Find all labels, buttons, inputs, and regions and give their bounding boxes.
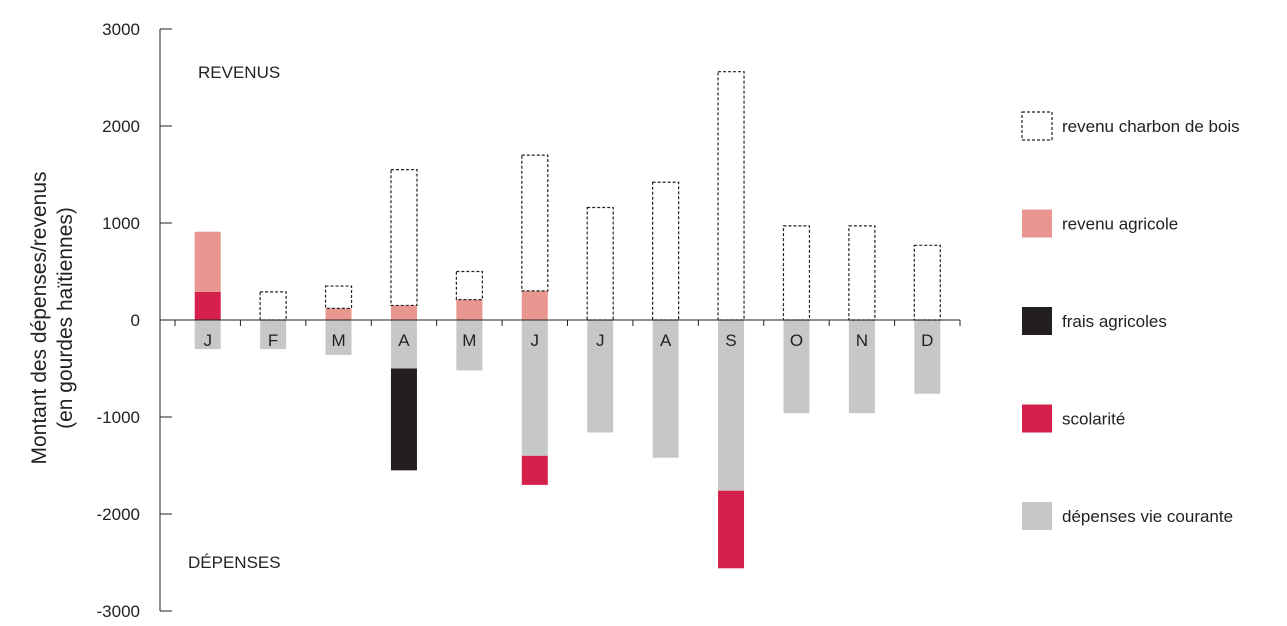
bar-agricole-3 [390,305,417,320]
legend-swatch-vie [1022,502,1052,530]
bar-vie-3 [390,320,417,369]
legend-swatch-frais [1022,307,1052,335]
legend-label-vie: dépenses vie courante [1062,507,1233,526]
bar-charbon-9 [782,225,811,321]
month-label-7: A [660,331,672,350]
bar-charbon-6 [586,206,614,321]
bar-scolarite-0 [194,291,221,320]
bar-vie-4 [456,320,483,371]
bar-charbon-10 [848,225,876,321]
legend-label-frais: frais agricoles [1062,312,1167,331]
bar-charbon-4 [455,270,483,301]
legend-swatch-agricole [1022,209,1052,238]
legend-label-scolarite: scolarité [1062,410,1125,429]
bar-agricole-2 [325,308,352,320]
bar-agricole-0 [194,231,221,292]
month-label-0: J [203,331,212,350]
month-label-5: J [531,331,540,350]
bar-charbon-3 [390,169,418,307]
bar-vie-2 [325,320,352,355]
bar-agricole-4 [456,299,483,320]
month-label-11: D [921,331,933,350]
bar-vie-5 [521,320,548,456]
month-label-1: F [268,331,278,350]
bar-vie-11 [914,320,941,394]
bar-vie-7 [652,320,679,458]
bar-charbon-2 [324,285,353,309]
bar-vie-9 [783,320,810,414]
month-label-3: A [398,331,410,350]
y-tick-label-6: -3000 [97,602,140,621]
bar-charbon-11 [913,244,941,321]
y-axis-title-line-2: (en gourdes haïtiennes) [54,207,77,429]
y-tick-label-3: 0 [131,311,140,330]
month-label-9: O [790,331,803,350]
bar-charbon-5 [521,154,549,292]
month-label-10: N [856,331,868,350]
bar-vie-1 [260,320,287,350]
bar-frais-3 [390,368,417,471]
bar-vie-10 [848,320,875,414]
axes-layer: 3000 2000 1000 0 -1000 -2000 -3000 J F M A M J J A S O N D [97,20,961,621]
bar-scolarite-8 [718,490,745,569]
y-tick-label-4: -1000 [97,408,140,427]
month-label-2: M [331,331,345,350]
bar-charbon-7 [652,181,680,321]
bar-vie-0 [194,320,221,350]
bar-agricole-5 [521,290,548,320]
bar-charbon-8 [717,71,745,321]
annotation-depenses: DÉPENSES [188,553,281,572]
y-tick-label-2: 1000 [102,214,140,233]
bar-vie-6 [587,320,614,433]
y-axis-title-line-1: Montant des dépenses/revenus [28,171,51,464]
legend-label-charbon: revenu charbon de bois [1062,117,1240,136]
legend-label-agricole: revenu agricole [1062,215,1178,234]
y-axis-title: Montant des dépenses/revenus (en gourdes… [28,171,77,464]
legend-swatch-charbon [1021,111,1053,141]
month-label-8: S [725,331,736,350]
legend-swatch-scolarite [1022,404,1052,433]
bar-charbon-1 [259,291,287,321]
month-label-4: M [462,331,476,350]
y-tick-label-5: -2000 [97,505,140,524]
month-label-6: J [596,331,605,350]
y-tick-label-1: 2000 [102,117,140,136]
annotation-revenus: REVENUS [198,63,280,82]
legend: revenu charbon de bois revenu agricole fra… [1021,111,1240,530]
bar-scolarite-5 [521,455,548,485]
y-tick-label-0: 3000 [102,20,140,39]
bars-layer [194,71,941,569]
bar-vie-8 [718,320,745,491]
